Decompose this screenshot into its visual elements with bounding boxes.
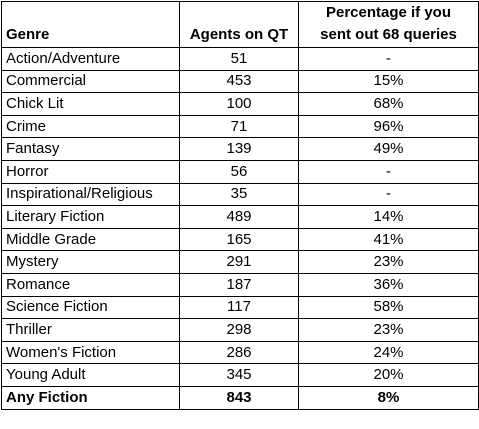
- agents-cell: 187: [179, 272, 299, 297]
- table-row: Horror 56 -: [1, 159, 479, 184]
- genre-cell: Romance: [1, 272, 180, 297]
- table-row: Chick Lit 100 68%: [1, 92, 479, 116]
- table-row: Romance 187 36%: [1, 272, 479, 297]
- percentage-cell: 20%: [298, 363, 479, 387]
- header-agents: Agents on QT: [179, 1, 299, 48]
- agents-cell: 345: [179, 363, 299, 387]
- table-row: Women's Fiction 286 24%: [1, 340, 479, 365]
- genre-agents-table: Genre Agents on QT Percentage if you sen…: [1, 1, 479, 410]
- table-row: Crime 71 96%: [1, 114, 479, 139]
- percentage-cell: 23%: [298, 318, 479, 342]
- table-row: Science Fiction 117 58%: [1, 295, 479, 320]
- genre-cell: Literary Fiction: [1, 205, 180, 229]
- percentage-cell: 14%: [298, 205, 479, 229]
- total-row: Any Fiction 843 8%: [1, 385, 479, 410]
- percentage-cell: -: [298, 182, 479, 207]
- total-percentage-cell: 8%: [298, 385, 479, 410]
- agents-cell: 453: [179, 69, 299, 94]
- agents-cell: 139: [179, 137, 299, 161]
- percentage-cell: 36%: [298, 272, 479, 297]
- table-row: Inspirational/Religious 35 -: [1, 182, 479, 207]
- total-genre-cell: Any Fiction: [1, 385, 180, 410]
- agents-cell: 35: [179, 182, 299, 207]
- header-percentage-text: Percentage if you sent out 68 queries: [320, 4, 457, 43]
- genre-cell: Action/Adventure: [1, 47, 180, 71]
- table-row: Middle Grade 165 41%: [1, 227, 479, 252]
- agents-cell: 51: [179, 47, 299, 71]
- agents-cell: 165: [179, 227, 299, 252]
- genre-cell: Horror: [1, 159, 180, 184]
- genre-cell: Chick Lit: [1, 92, 180, 116]
- percentage-cell: 68%: [298, 92, 479, 116]
- genre-cell: Thriller: [1, 318, 180, 342]
- genre-cell: Science Fiction: [1, 295, 180, 320]
- genre-cell: Inspirational/Religious: [1, 182, 180, 207]
- total-agents-cell: 843: [179, 385, 299, 410]
- table-row: Action/Adventure 51 -: [1, 47, 479, 71]
- agents-cell: 117: [179, 295, 299, 320]
- percentage-cell: -: [298, 47, 479, 71]
- table-row: Fantasy 139 49%: [1, 137, 479, 161]
- percentage-cell: 24%: [298, 340, 479, 365]
- genre-cell: Women's Fiction: [1, 340, 180, 365]
- agents-cell: 71: [179, 114, 299, 139]
- percentage-cell: 15%: [298, 69, 479, 94]
- header-row: Genre Agents on QT Percentage if you sen…: [1, 1, 479, 48]
- genre-cell: Commercial: [1, 69, 180, 94]
- genre-cell: Fantasy: [1, 137, 180, 161]
- agents-cell: 291: [179, 250, 299, 274]
- table-row: Commercial 453 15%: [1, 69, 479, 94]
- agents-cell: 298: [179, 318, 299, 342]
- genre-cell: Young Adult: [1, 363, 180, 387]
- percentage-cell: -: [298, 159, 479, 184]
- agents-cell: 100: [179, 92, 299, 116]
- table-row: Young Adult 345 20%: [1, 363, 479, 387]
- percentage-cell: 58%: [298, 295, 479, 320]
- percentage-cell: 49%: [298, 137, 479, 161]
- agents-cell: 286: [179, 340, 299, 365]
- agents-cell: 489: [179, 205, 299, 229]
- table-row: Thriller 298 23%: [1, 318, 479, 342]
- genre-cell: Crime: [1, 114, 180, 139]
- genre-cell: Mystery: [1, 250, 180, 274]
- header-genre: Genre: [1, 1, 180, 48]
- table-row: Mystery 291 23%: [1, 250, 479, 274]
- header-percentage: Percentage if you sent out 68 queries: [298, 1, 479, 48]
- percentage-cell: 41%: [298, 227, 479, 252]
- agents-cell: 56: [179, 159, 299, 184]
- table-row: Literary Fiction 489 14%: [1, 205, 479, 229]
- percentage-cell: 96%: [298, 114, 479, 139]
- percentage-cell: 23%: [298, 250, 479, 274]
- genre-cell: Middle Grade: [1, 227, 180, 252]
